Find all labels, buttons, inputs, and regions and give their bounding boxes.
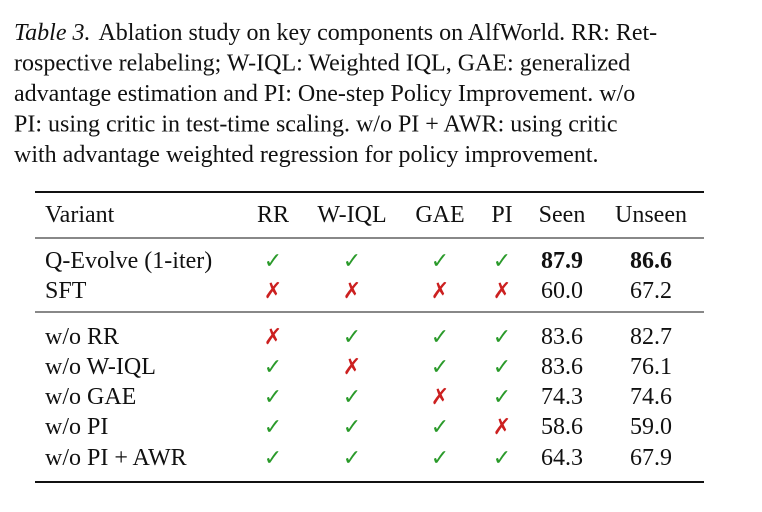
caption-line: rospective relabeling; W-IQL: Weighted I… [14,51,630,77]
table-cell: 82.7 [630,324,672,350]
table-cell: w/o PI [45,414,108,440]
caption-line: Ablation study on key components on AlfW… [98,20,657,46]
table-cell: 74.3 [541,384,583,410]
table-cell: 67.2 [630,278,672,304]
table-cell: w/o GAE [45,384,136,410]
table-cell: ✓ [343,249,361,274]
table-cell: ✓ [264,385,282,410]
table-cell: ✓ [431,325,449,350]
table-cell: ✗ [264,279,282,304]
caption-line: PI: using critic in test-time scaling. w… [14,112,618,138]
table-cell: 83.6 [541,354,583,380]
header-cell: GAE [415,202,464,228]
table-cell: 87.9 [541,248,583,274]
table-cell: ✗ [343,279,361,304]
table-cell: ✗ [343,355,361,380]
header-cell: W-IQL [317,202,386,228]
table-cell: ✗ [264,325,282,350]
header-cell: Unseen [615,202,687,228]
header-cell: PI [491,202,512,228]
table-cell: ✓ [343,385,361,410]
table-cell: ✓ [264,355,282,380]
table-cell: 67.9 [630,445,672,471]
table-cell: w/o PI + AWR [45,445,187,471]
table-cell: ✓ [343,325,361,350]
table-cell: w/o W-IQL [45,354,156,380]
table-cell: ✗ [493,279,511,304]
header-cell: Seen [539,202,586,228]
table-cell: ✗ [431,279,449,304]
table-cell: ✓ [431,415,449,440]
table-cell: 60.0 [541,278,583,304]
table-cell: ✓ [431,249,449,274]
table-cell: ✓ [343,415,361,440]
table-cell: 64.3 [541,445,583,471]
table-cell: 74.6 [630,384,672,410]
table-cell: ✓ [264,446,282,471]
table-cell: 86.6 [630,248,672,274]
header-cell: RR [257,202,289,228]
table-cell: SFT [45,278,87,304]
table-cell: ✓ [493,355,511,380]
caption-line: with advantage weighted regression for p… [14,142,599,168]
table-cell: Q-Evolve (1-iter) [45,248,212,274]
table-cell: ✓ [493,325,511,350]
table-cell: ✓ [264,249,282,274]
table-cell: ✓ [493,446,511,471]
table-cell: 59.0 [630,414,672,440]
table-cell: ✓ [493,249,511,274]
header-cell: Variant [45,202,115,228]
table-cell: ✗ [431,385,449,410]
table-cell: w/o RR [45,324,119,350]
table-cell: ✓ [264,415,282,440]
table-cell: ✓ [431,446,449,471]
caption-line: advantage estimation and PI: One-step Po… [14,81,635,107]
table-cell: 58.6 [541,414,583,440]
table-cell: ✓ [431,355,449,380]
table-cell: 76.1 [630,354,672,380]
table-cell: ✗ [493,415,511,440]
table-cell: ✓ [343,446,361,471]
table-cell: 83.6 [541,324,583,350]
caption-label: Table 3. [14,20,90,46]
table-cell: ✓ [493,385,511,410]
